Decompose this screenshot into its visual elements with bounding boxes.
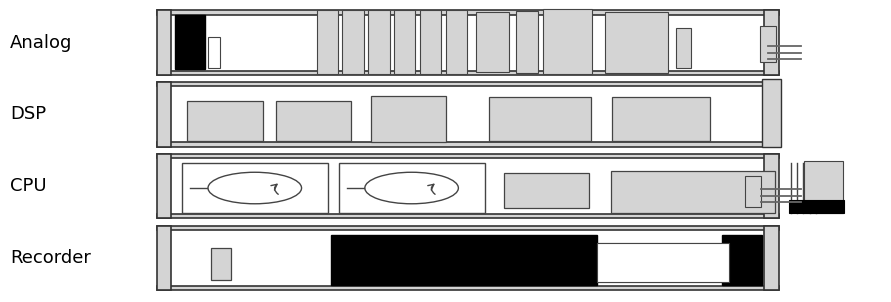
- Text: DSP: DSP: [11, 105, 46, 123]
- Bar: [157, 10, 779, 14]
- Bar: [368, 10, 389, 73]
- Bar: [504, 173, 589, 208]
- Bar: [157, 214, 779, 218]
- Bar: [157, 70, 779, 75]
- Bar: [764, 10, 779, 75]
- Bar: [420, 10, 441, 73]
- Bar: [762, 79, 781, 146]
- Bar: [157, 82, 779, 86]
- Bar: [157, 154, 171, 218]
- Bar: [342, 10, 364, 73]
- Bar: [208, 37, 220, 68]
- Bar: [157, 82, 171, 146]
- Bar: [789, 200, 845, 213]
- Bar: [276, 101, 351, 141]
- Bar: [211, 248, 231, 280]
- Text: Analog: Analog: [11, 34, 73, 52]
- Bar: [764, 154, 779, 218]
- Bar: [157, 154, 779, 158]
- Bar: [157, 142, 779, 146]
- Bar: [745, 176, 761, 207]
- Text: Recorder: Recorder: [11, 249, 91, 267]
- Bar: [676, 28, 691, 68]
- Bar: [371, 96, 446, 142]
- Bar: [599, 248, 727, 278]
- Bar: [764, 82, 779, 146]
- Bar: [157, 226, 171, 290]
- Bar: [611, 171, 775, 213]
- Bar: [597, 243, 729, 282]
- Bar: [157, 10, 171, 75]
- Bar: [760, 26, 776, 62]
- Bar: [489, 97, 591, 141]
- Bar: [764, 226, 779, 290]
- Bar: [394, 10, 415, 73]
- Bar: [605, 12, 667, 73]
- Bar: [187, 101, 263, 141]
- Bar: [182, 163, 328, 213]
- Bar: [805, 161, 843, 213]
- Circle shape: [208, 172, 301, 204]
- Bar: [157, 226, 779, 230]
- Bar: [331, 235, 597, 285]
- Bar: [157, 286, 779, 290]
- Bar: [476, 11, 510, 72]
- Circle shape: [364, 172, 458, 204]
- Bar: [597, 243, 729, 282]
- Bar: [446, 10, 467, 73]
- Bar: [612, 97, 710, 141]
- Bar: [176, 14, 205, 69]
- Text: CPU: CPU: [11, 177, 47, 195]
- Bar: [544, 9, 592, 74]
- Bar: [316, 10, 338, 73]
- Bar: [339, 163, 485, 213]
- Bar: [516, 11, 538, 73]
- Bar: [722, 235, 762, 285]
